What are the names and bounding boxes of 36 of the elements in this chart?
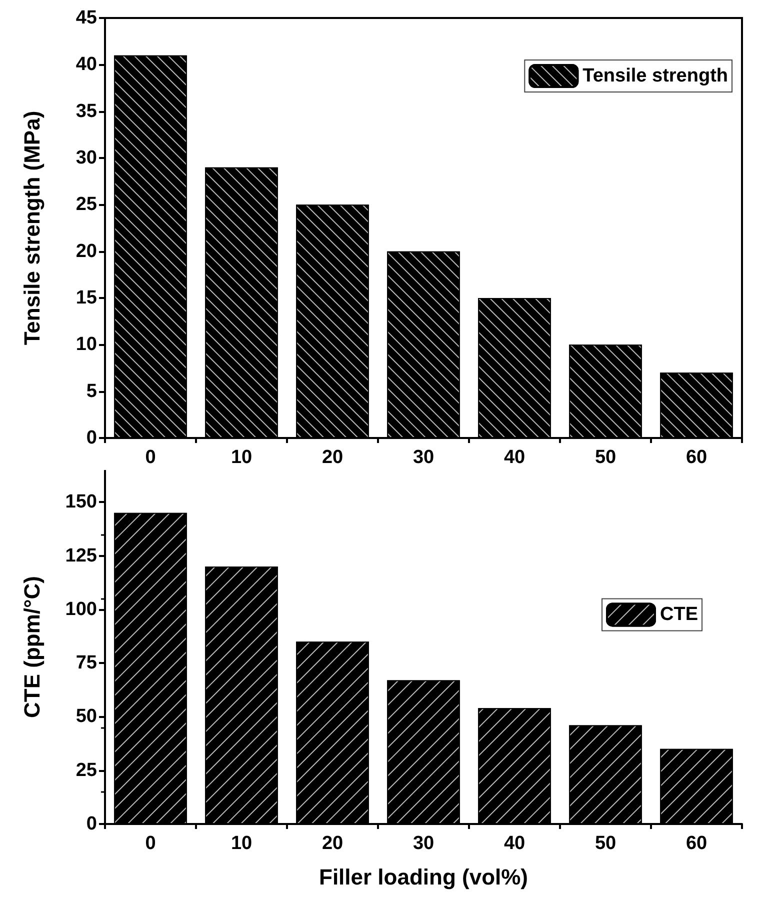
y-axis-title: CTE (ppm/°C)	[20, 576, 44, 718]
y-tick-label: 100	[65, 598, 97, 620]
y-tick-label: 15	[76, 288, 98, 308]
legend-label: CTE	[660, 604, 698, 626]
y-axis-title: Tensile strength (MPa)	[20, 110, 44, 346]
x-tick-label: 40	[504, 833, 526, 854]
y-tick-label: 25	[76, 760, 98, 781]
y-tick-label: 125	[65, 545, 98, 566]
y-tick-label: 30	[76, 148, 97, 168]
x-tick-label: 10	[230, 833, 252, 854]
y-tick-label: 10	[76, 334, 97, 356]
x-tick-label: 60	[686, 447, 708, 468]
x-tick-label: 30	[412, 833, 434, 854]
x-tick-label: 60	[686, 833, 708, 854]
legend-label: Tensile strength	[582, 66, 728, 86]
x-tick-label: 0	[145, 833, 156, 854]
y-tick-label: 0	[86, 814, 97, 834]
x-tick-label: 0	[145, 447, 156, 468]
y-tick-label: 150	[65, 492, 97, 513]
x-tick-label: 20	[322, 447, 344, 468]
y-tick-label: 20	[76, 240, 97, 262]
y-tick-label: 75	[76, 652, 98, 674]
x-axis-title: Filler loading (vol%)	[318, 864, 528, 890]
x-tick-label: 40	[504, 447, 526, 468]
y-tick-label: 25	[76, 194, 98, 216]
y-tick-label: 35	[76, 100, 98, 122]
y-tick-label: 0	[86, 428, 97, 448]
x-tick-label: 50	[594, 833, 616, 854]
y-tick-label: 45	[76, 8, 98, 28]
x-tick-label: 50	[594, 447, 616, 468]
x-tick-label: 30	[412, 447, 434, 468]
y-tick-label: 50	[76, 706, 97, 728]
x-tick-label: 10	[230, 447, 252, 468]
x-tick-label: 20	[322, 833, 344, 854]
y-tick-label: 40	[76, 54, 97, 76]
y-tick-label: 5	[86, 380, 98, 402]
